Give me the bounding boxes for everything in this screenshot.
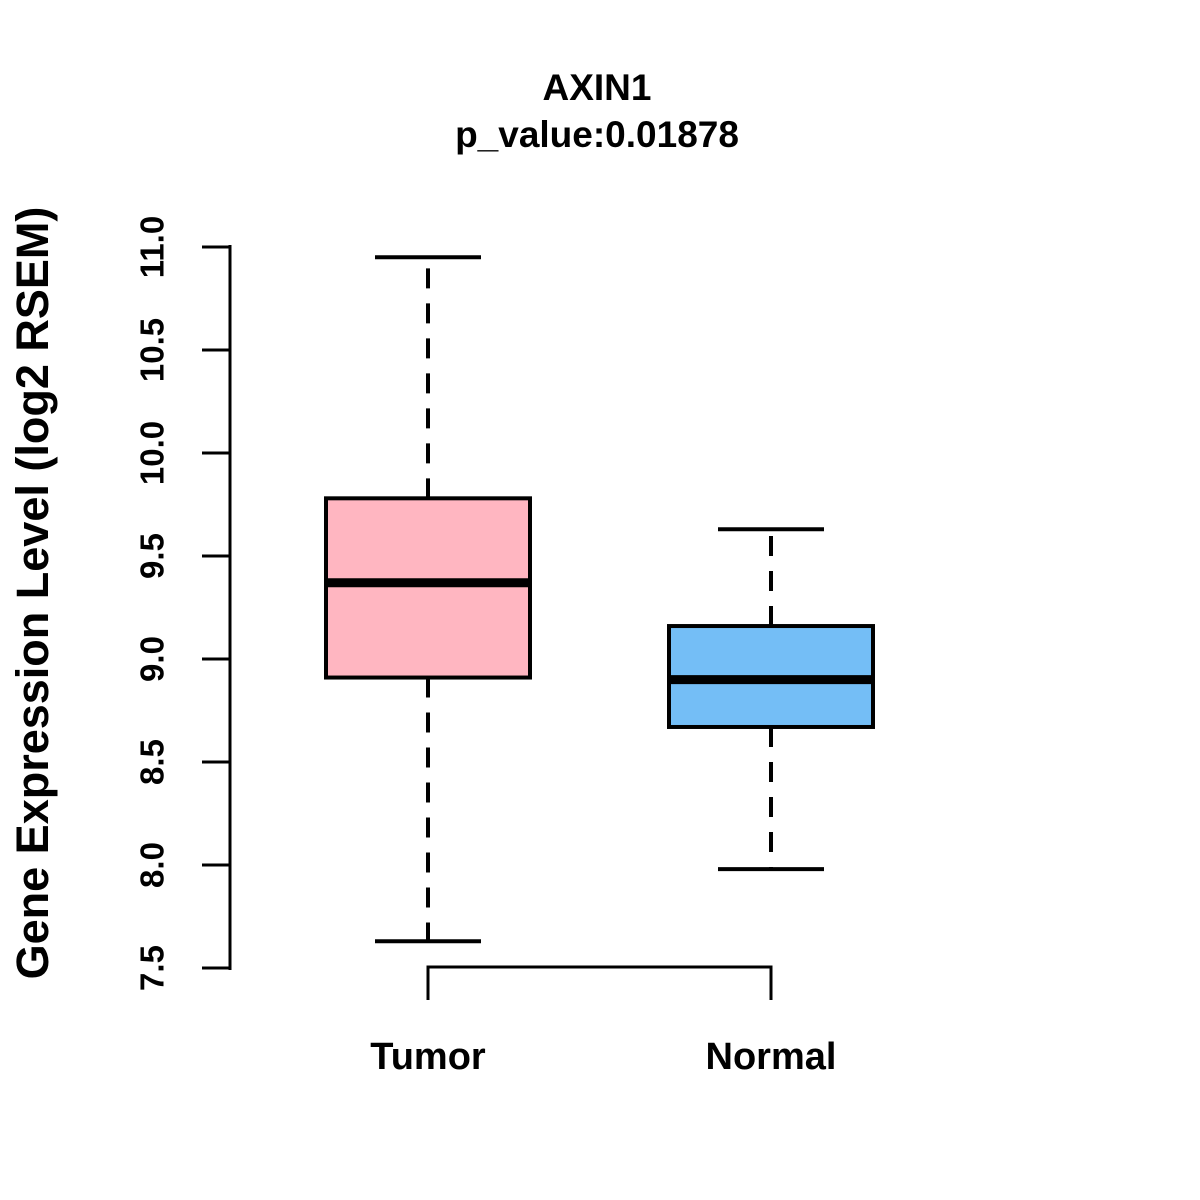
gene-title: AXIN1 bbox=[542, 67, 652, 108]
y-tick-label: 9.5 bbox=[134, 533, 171, 579]
x-tick-label-tumor: Tumor bbox=[370, 1036, 486, 1078]
y-tick-label: 8.5 bbox=[134, 739, 171, 785]
y-tick-label: 7.5 bbox=[134, 945, 171, 991]
y-tick-label: 11.0 bbox=[134, 216, 171, 278]
chart-title-block: AXIN1 p_value:0.01878 bbox=[0, 64, 1194, 158]
iqr-box-tumor bbox=[324, 496, 532, 680]
y-tick-label: 10.5 bbox=[134, 318, 171, 382]
y-tick-label: 10.0 bbox=[134, 421, 171, 485]
y-tick-label: 8.0 bbox=[134, 842, 171, 888]
pvalue-subtitle: p_value:0.01878 bbox=[455, 114, 739, 155]
x-tick-label-normal: Normal bbox=[705, 1036, 837, 1078]
y-tick-label: 9.0 bbox=[134, 636, 171, 682]
x-axis-bracket bbox=[426, 965, 773, 1000]
